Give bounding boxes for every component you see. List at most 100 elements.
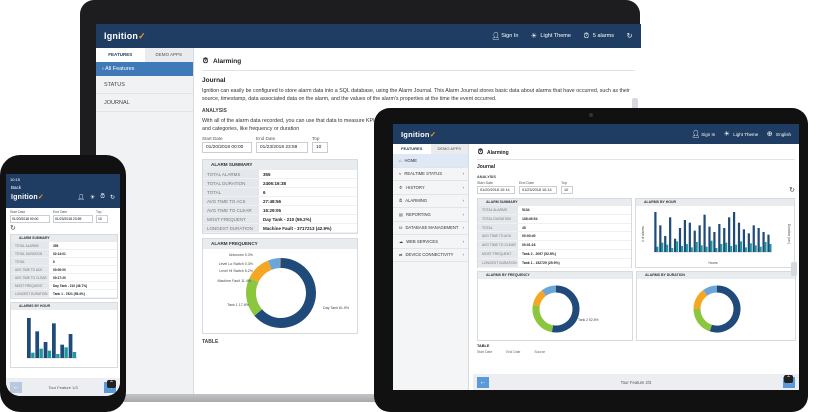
duration-bar[interactable] <box>39 348 43 358</box>
duration-bar[interactable] <box>730 246 733 252</box>
end-date-input[interactable]: 01/23/2018 23:59 <box>53 215 93 223</box>
sidebar-item-status[interactable]: STATUS <box>96 76 193 94</box>
hour-bar[interactable] <box>718 224 721 252</box>
hour-bar[interactable] <box>52 323 56 358</box>
theme-toggle[interactable]: ☀ Light Theme <box>530 33 571 40</box>
tab-features[interactable]: FEATURES <box>393 144 431 154</box>
expand-button[interactable]: ⌃ <box>107 380 116 388</box>
hour-bar[interactable] <box>664 236 667 252</box>
donut-slice[interactable] <box>532 290 547 307</box>
hour-bar[interactable] <box>757 228 760 252</box>
duration-bar[interactable] <box>690 247 693 252</box>
all-features-back[interactable]: ‹ All Features <box>96 62 193 76</box>
duration-bar[interactable] <box>759 246 762 252</box>
theme-toggle[interactable]: ☀ Light Theme <box>723 131 759 138</box>
refresh-icon[interactable]: ↻ <box>109 194 115 201</box>
scroll-handle[interactable] <box>632 98 638 112</box>
donut-slice[interactable] <box>693 289 708 310</box>
donut-slice[interactable] <box>541 285 557 296</box>
prev-button[interactable]: ← <box>477 376 489 388</box>
duration-bar[interactable] <box>720 244 723 252</box>
duration-bar[interactable] <box>749 243 752 252</box>
language-button[interactable]: ⊕ English <box>766 131 791 138</box>
duration-bar[interactable] <box>695 242 698 252</box>
expand-button[interactable]: ⌃ <box>784 375 793 383</box>
tab-demo-apps[interactable]: DEMO APPS <box>437 146 462 151</box>
donut-slice[interactable] <box>268 258 281 270</box>
end-date-input[interactable]: 01/23/2018 10:14 <box>519 186 557 194</box>
duration-bar[interactable] <box>681 246 684 252</box>
hour-bar[interactable] <box>35 331 40 358</box>
refresh-icon[interactable]: ↻ <box>789 187 795 194</box>
duration-bar[interactable] <box>705 246 708 252</box>
hour-bar[interactable] <box>728 217 731 252</box>
duration-bar[interactable] <box>700 245 703 252</box>
donut-slice[interactable] <box>551 285 580 333</box>
donut-slice[interactable] <box>249 260 273 283</box>
prev-button[interactable]: ← <box>10 381 22 393</box>
duration-bar[interactable] <box>56 354 60 358</box>
duration-bar[interactable] <box>676 241 679 252</box>
hour-bar[interactable] <box>762 232 765 252</box>
hour-bar[interactable] <box>68 334 73 358</box>
alarm-clock-icon[interactable]: ⏰︎ <box>100 193 105 200</box>
duration-bar[interactable] <box>769 244 772 252</box>
signin-button[interactable]: 👤︎ Sign In <box>491 33 518 40</box>
sidebar-item-web-services[interactable]: ☁ WEB SERVICES › <box>393 235 468 249</box>
duration-bar[interactable] <box>666 244 669 252</box>
ignition-logo[interactable]: Ignition✓ <box>11 194 44 201</box>
hour-bar[interactable] <box>654 212 657 252</box>
sidebar-item-home[interactable]: ⌂ HOME <box>393 154 468 168</box>
duration-bar[interactable] <box>47 350 52 358</box>
sidebar-item-realtime-status[interactable]: ≈ REALTIME STATUS › <box>393 168 468 181</box>
sidebar-item-alarming[interactable]: ⏰︎ ALARMING › <box>393 195 468 208</box>
hour-bar[interactable] <box>688 222 691 252</box>
hour-bar[interactable] <box>723 228 726 252</box>
scroll-handle[interactable] <box>791 262 797 276</box>
ignition-logo[interactable]: Ignition✓ <box>401 129 437 139</box>
user-icon[interactable]: 👤︎ <box>77 194 85 201</box>
hour-bar[interactable] <box>60 344 65 358</box>
duration-bar[interactable] <box>685 244 688 252</box>
donut-slice[interactable] <box>703 285 718 296</box>
duration-bar[interactable] <box>31 352 35 358</box>
hour-bar[interactable] <box>698 225 701 252</box>
duration-bar[interactable] <box>735 244 738 252</box>
hour-bar[interactable] <box>737 222 741 252</box>
signin-button[interactable]: 👤︎ Sign In <box>691 131 715 138</box>
refresh-icon[interactable]: ↻ <box>10 225 16 232</box>
hour-bar[interactable] <box>27 318 31 358</box>
ignition-logo[interactable]: Ignition✓ <box>104 30 146 41</box>
sidebar-item-journal[interactable]: JOURNAL <box>96 94 193 112</box>
sun-icon[interactable]: ☀ <box>89 194 96 201</box>
hour-bar[interactable] <box>43 342 48 358</box>
hour-bar[interactable] <box>693 230 696 252</box>
start-date-input[interactable]: 01/20/2018 00:00 <box>202 142 252 153</box>
duration-bar[interactable] <box>656 246 659 252</box>
hour-bar[interactable] <box>673 238 677 252</box>
sidebar-item-device-connectivity[interactable]: ⇄ DEVICE CONNECTIVITY › <box>393 249 468 262</box>
start-date-input[interactable]: 01/20/2018 00:00 <box>10 215 50 223</box>
duration-bar[interactable] <box>671 248 674 252</box>
duration-bar[interactable] <box>661 242 664 252</box>
hour-bar[interactable] <box>659 225 662 252</box>
tab-demo-apps[interactable]: DEMO APPS <box>155 52 182 57</box>
top-input[interactable]: 10 <box>96 215 108 223</box>
hour-bar[interactable] <box>767 234 770 252</box>
duration-bar[interactable] <box>725 242 728 252</box>
hour-bar[interactable] <box>713 232 716 252</box>
donut-slice[interactable] <box>254 258 316 328</box>
top-input[interactable]: 10 <box>561 186 573 194</box>
hour-bar[interactable] <box>669 217 672 252</box>
duration-bar[interactable] <box>744 247 747 252</box>
alarms-button[interactable]: ⏰︎ 5 alarms <box>583 33 614 40</box>
duration-bar[interactable] <box>710 240 713 252</box>
sidebar-item-history[interactable]: ⌚︎ HISTORY › <box>393 181 468 195</box>
back-button[interactable]: Back <box>11 185 22 190</box>
duration-bar[interactable] <box>715 248 718 252</box>
hour-bar[interactable] <box>747 233 750 252</box>
donut-slice[interactable] <box>246 277 263 316</box>
hour-bar[interactable] <box>678 228 682 252</box>
sidebar-item-database-management[interactable]: ⛁ DATABASE MANAGEMENT › <box>393 222 468 235</box>
start-date-input[interactable]: 01/20/2018 10:14 <box>477 186 515 194</box>
